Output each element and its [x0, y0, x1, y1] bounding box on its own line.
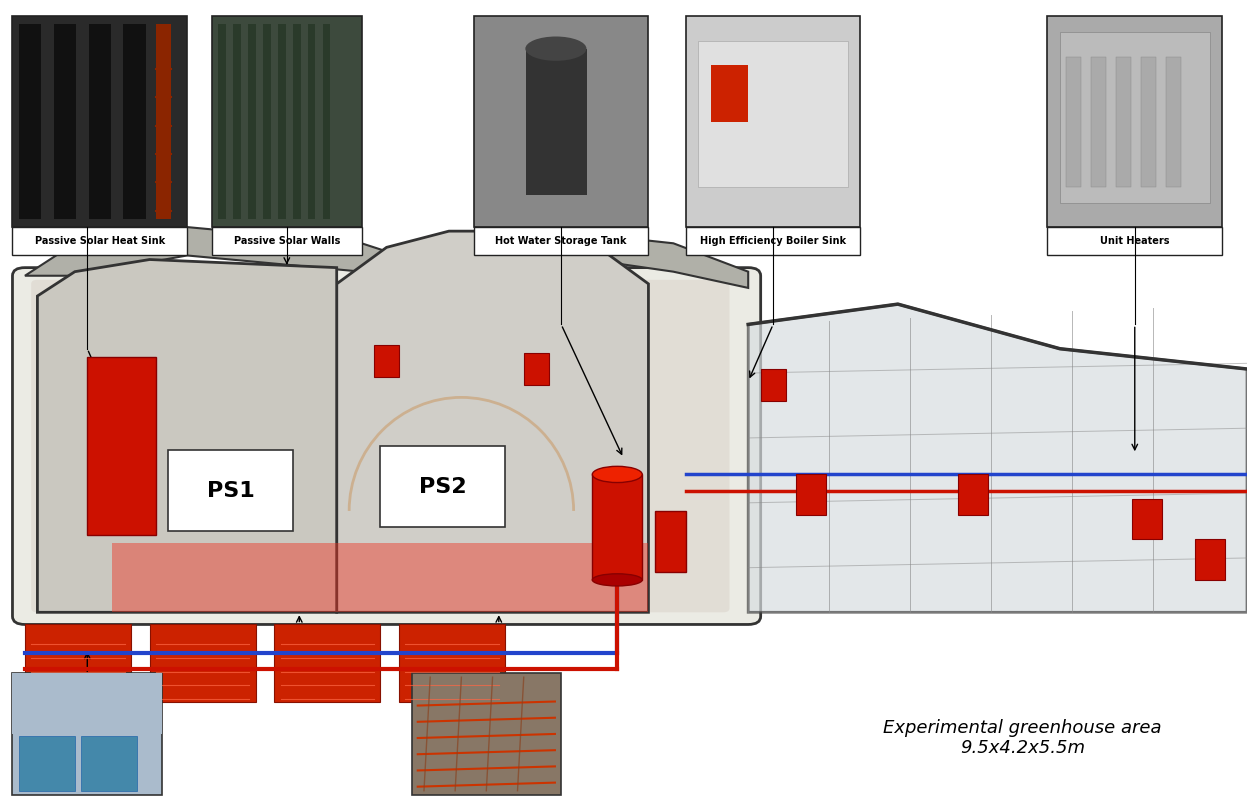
FancyBboxPatch shape: [686, 16, 860, 227]
Polygon shape: [748, 304, 1247, 612]
Bar: [293, 24, 301, 219]
Ellipse shape: [525, 36, 586, 61]
Bar: [1166, 57, 1181, 187]
Bar: [711, 65, 748, 122]
FancyBboxPatch shape: [31, 280, 729, 612]
Bar: [218, 24, 226, 219]
Text: Passive Solar Heat Sink: Passive Solar Heat Sink: [35, 236, 165, 247]
Ellipse shape: [592, 574, 642, 586]
Bar: [308, 24, 315, 219]
Bar: [233, 24, 241, 219]
Polygon shape: [337, 231, 648, 612]
Text: High Efficiency Boiler Sink: High Efficiency Boiler Sink: [700, 236, 847, 247]
FancyBboxPatch shape: [380, 446, 505, 527]
Bar: [274, 624, 380, 702]
FancyBboxPatch shape: [474, 16, 648, 227]
Bar: [524, 353, 549, 385]
Bar: [1141, 57, 1156, 187]
Text: PS2: PS2: [419, 477, 466, 496]
Bar: [156, 24, 171, 219]
FancyBboxPatch shape: [1047, 16, 1222, 227]
Bar: [81, 736, 137, 791]
Bar: [399, 624, 505, 702]
Bar: [1195, 539, 1225, 580]
Bar: [123, 24, 146, 219]
Bar: [1116, 57, 1131, 187]
Text: Hot Water Storage Tank: Hot Water Storage Tank: [495, 236, 627, 247]
FancyBboxPatch shape: [12, 268, 761, 624]
FancyBboxPatch shape: [212, 227, 362, 255]
FancyBboxPatch shape: [686, 227, 860, 255]
Bar: [248, 24, 256, 219]
FancyBboxPatch shape: [12, 227, 187, 255]
Bar: [412, 673, 561, 795]
Bar: [655, 511, 686, 572]
Bar: [796, 474, 826, 515]
Bar: [1060, 32, 1210, 203]
FancyBboxPatch shape: [168, 450, 293, 531]
FancyBboxPatch shape: [474, 227, 648, 255]
Bar: [19, 24, 41, 219]
Bar: [761, 369, 786, 401]
Bar: [54, 24, 76, 219]
Bar: [958, 474, 988, 515]
Bar: [1091, 57, 1106, 187]
Bar: [12, 673, 162, 795]
Polygon shape: [37, 260, 337, 612]
Bar: [278, 24, 286, 219]
Bar: [526, 49, 587, 195]
Bar: [323, 24, 330, 219]
Bar: [87, 357, 156, 535]
Bar: [698, 41, 848, 187]
Bar: [12, 673, 162, 734]
Text: Passive Solar Walls: Passive Solar Walls: [233, 236, 340, 247]
Text: PS1: PS1: [207, 481, 254, 500]
Bar: [592, 474, 642, 580]
FancyBboxPatch shape: [212, 16, 362, 227]
Bar: [112, 543, 648, 612]
Bar: [150, 624, 256, 702]
Bar: [1066, 57, 1081, 187]
Bar: [25, 624, 131, 702]
Bar: [89, 24, 111, 219]
Bar: [263, 24, 271, 219]
Bar: [19, 736, 75, 791]
FancyBboxPatch shape: [1047, 227, 1222, 255]
Bar: [1132, 499, 1162, 539]
Polygon shape: [25, 227, 748, 288]
Bar: [374, 345, 399, 377]
Text: Experimental greenhouse area
9.5x4.2x5.5m: Experimental greenhouse area 9.5x4.2x5.5…: [883, 719, 1162, 757]
Ellipse shape: [592, 466, 642, 483]
FancyBboxPatch shape: [12, 16, 187, 227]
Text: Unit Heaters: Unit Heaters: [1100, 236, 1170, 247]
